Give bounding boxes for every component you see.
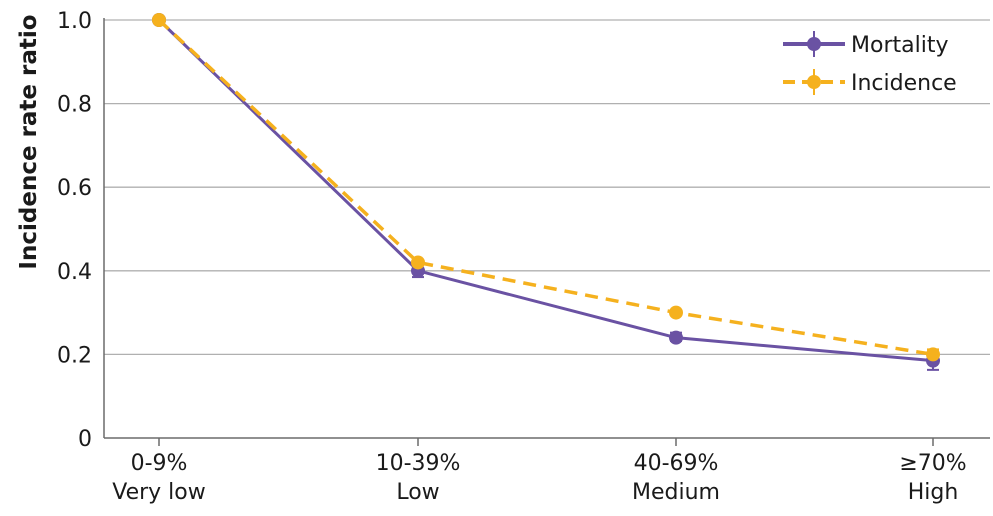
series-layer [152,13,940,371]
x-tick-label: ≥70% [899,451,966,476]
x-tick-label: 0-9% [131,451,188,476]
y-tick-label: 0.2 [57,343,92,368]
legend-entry-incidence: Incidence [783,69,957,96]
y-tick-label: 1.0 [57,9,92,34]
x-tick-labels: 0-9% Very low 10-39% Low 40-69% Medium ≥70% Hig… [112,451,966,505]
y-tick-label: 0 [78,427,92,452]
y-axis-label: Incidence rate ratio [16,14,42,269]
x-tick-label: Low [396,480,439,505]
y-tick-label: 0.4 [57,260,92,285]
data-point-incidence [669,305,683,320]
y-tick-label: 0.8 [57,93,92,118]
data-point-incidence [926,347,940,362]
grid-lines [104,19,990,356]
axes [103,18,990,446]
y-tick-label: 0.6 [57,176,92,201]
x-tick-label: Medium [632,480,720,505]
x-tick-label: 10-39% [376,451,461,476]
series-line-incidence [157,18,934,357]
legend-label-incidence: Incidence [851,71,957,96]
series-line-mortality [157,18,934,363]
data-point-incidence [152,13,166,27]
data-point-mortality [669,330,683,345]
legend: Mortality Incidence [783,31,957,96]
legend-label-mortality: Mortality [851,33,948,58]
data-point-incidence [411,255,425,270]
x-tick-label: Very low [112,480,206,505]
y-tick-labels: 0 0.2 0.4 0.6 0.8 1.0 [57,9,92,452]
x-tick-label: High [908,480,959,505]
legend-marker-incidence [807,75,821,89]
x-tick-label: 40-69% [634,451,719,476]
legend-entry-mortality: Mortality [783,31,948,58]
legend-marker-mortality [807,37,821,51]
